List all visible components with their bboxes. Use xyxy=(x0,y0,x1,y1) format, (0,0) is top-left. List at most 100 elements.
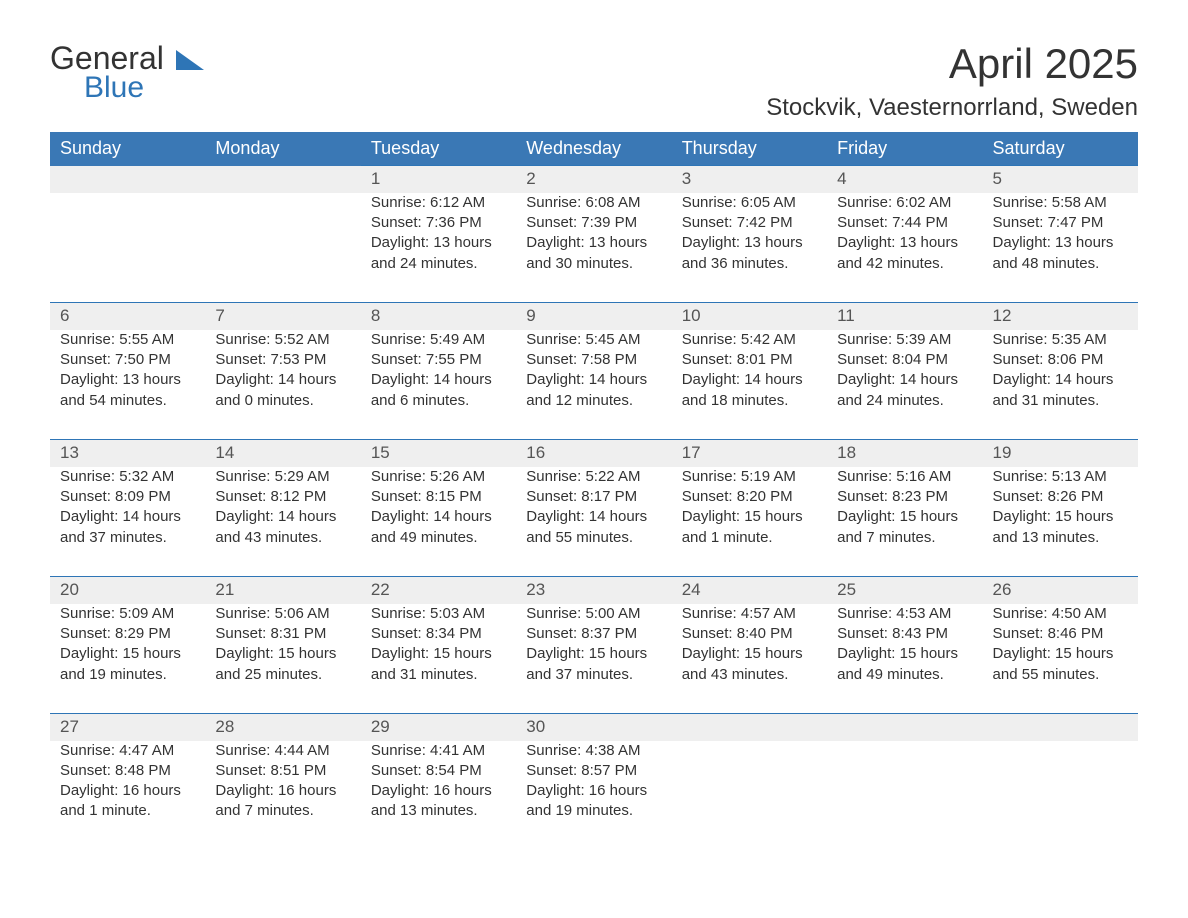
sunset-text: Sunset: 8:31 PM xyxy=(215,624,350,644)
day-cell: Sunrise: 4:50 AMSunset: 8:46 PMDaylight:… xyxy=(983,604,1138,714)
sunset-text: Sunset: 8:48 PM xyxy=(60,761,195,781)
daylight-text-b: and 1 minute. xyxy=(60,801,195,821)
daylight-text-b: and 13 minutes. xyxy=(993,528,1128,548)
sunset-text: Sunset: 7:36 PM xyxy=(371,213,506,233)
daylight-text-a: Daylight: 15 hours xyxy=(60,644,195,664)
day-number xyxy=(827,713,982,740)
sunset-text: Sunset: 8:54 PM xyxy=(371,761,506,781)
sunrise-text: Sunrise: 4:47 AM xyxy=(60,741,195,761)
daylight-text-b: and 7 minutes. xyxy=(215,801,350,821)
day-number-row: 27282930 xyxy=(50,713,1138,740)
sunrise-text: Sunrise: 5:52 AM xyxy=(215,330,350,350)
sunset-text: Sunset: 7:55 PM xyxy=(371,350,506,370)
sunrise-text: Sunrise: 5:22 AM xyxy=(526,467,661,487)
day-cell: Sunrise: 5:55 AMSunset: 7:50 PMDaylight:… xyxy=(50,330,205,440)
day-number: 5 xyxy=(983,166,1138,193)
weekday-header: Thursday xyxy=(672,132,827,166)
sunset-text: Sunset: 8:12 PM xyxy=(215,487,350,507)
location-subtitle: Stockvik, Vaesternorrland, Sweden xyxy=(766,94,1138,122)
day-number: 23 xyxy=(516,576,671,603)
sunrise-text: Sunrise: 4:50 AM xyxy=(993,604,1128,624)
day-number: 21 xyxy=(205,576,360,603)
sunrise-text: Sunrise: 5:09 AM xyxy=(60,604,195,624)
daylight-text-a: Daylight: 14 hours xyxy=(837,370,972,390)
day-number: 26 xyxy=(983,576,1138,603)
daylight-text-a: Daylight: 15 hours xyxy=(682,507,817,527)
sunset-text: Sunset: 7:39 PM xyxy=(526,213,661,233)
sunset-text: Sunset: 8:15 PM xyxy=(371,487,506,507)
sunset-text: Sunset: 7:42 PM xyxy=(682,213,817,233)
day-cell: Sunrise: 5:32 AMSunset: 8:09 PMDaylight:… xyxy=(50,467,205,577)
day-cell: Sunrise: 5:22 AMSunset: 8:17 PMDaylight:… xyxy=(516,467,671,577)
sunrise-text: Sunrise: 5:39 AM xyxy=(837,330,972,350)
day-cell: Sunrise: 5:35 AMSunset: 8:06 PMDaylight:… xyxy=(983,330,1138,440)
day-number: 25 xyxy=(827,576,982,603)
daylight-text-a: Daylight: 14 hours xyxy=(215,370,350,390)
sunrise-text: Sunrise: 5:55 AM xyxy=(60,330,195,350)
sunrise-text: Sunrise: 6:05 AM xyxy=(682,193,817,213)
day-cell: Sunrise: 5:26 AMSunset: 8:15 PMDaylight:… xyxy=(361,467,516,577)
sunrise-text: Sunrise: 5:03 AM xyxy=(371,604,506,624)
daylight-text-b: and 37 minutes. xyxy=(60,528,195,548)
logo-text-blue: Blue xyxy=(84,71,204,105)
month-title: April 2025 xyxy=(766,40,1138,88)
day-number-row: 6789101112 xyxy=(50,302,1138,329)
sunset-text: Sunset: 8:23 PM xyxy=(837,487,972,507)
day-number: 2 xyxy=(516,166,671,193)
day-number: 12 xyxy=(983,302,1138,329)
day-cell xyxy=(672,741,827,850)
daylight-text-a: Daylight: 13 hours xyxy=(371,233,506,253)
daylight-text-a: Daylight: 13 hours xyxy=(993,233,1128,253)
day-number: 29 xyxy=(361,713,516,740)
day-cell: Sunrise: 4:57 AMSunset: 8:40 PMDaylight:… xyxy=(672,604,827,714)
day-number xyxy=(983,713,1138,740)
daylight-text-a: Daylight: 16 hours xyxy=(60,781,195,801)
sunset-text: Sunset: 8:09 PM xyxy=(60,487,195,507)
daylight-text-b: and 12 minutes. xyxy=(526,391,661,411)
daylight-text-a: Daylight: 15 hours xyxy=(371,644,506,664)
daylight-text-a: Daylight: 15 hours xyxy=(837,644,972,664)
sunset-text: Sunset: 8:43 PM xyxy=(837,624,972,644)
day-cell: Sunrise: 5:19 AMSunset: 8:20 PMDaylight:… xyxy=(672,467,827,577)
day-cell: Sunrise: 5:58 AMSunset: 7:47 PMDaylight:… xyxy=(983,193,1138,303)
day-content-row: Sunrise: 5:32 AMSunset: 8:09 PMDaylight:… xyxy=(50,467,1138,577)
day-number: 18 xyxy=(827,439,982,466)
daylight-text-b: and 54 minutes. xyxy=(60,391,195,411)
day-cell: Sunrise: 4:44 AMSunset: 8:51 PMDaylight:… xyxy=(205,741,360,850)
day-content-row: Sunrise: 5:55 AMSunset: 7:50 PM Daylight:… xyxy=(50,330,1138,440)
daylight-text-b: and 18 minutes. xyxy=(682,391,817,411)
daylight-text-a: Daylight: 15 hours xyxy=(215,644,350,664)
day-number: 9 xyxy=(516,302,671,329)
sunrise-text: Sunrise: 6:12 AM xyxy=(371,193,506,213)
sunrise-text: Sunrise: 5:06 AM xyxy=(215,604,350,624)
logo: General Blue xyxy=(50,40,204,105)
sunset-text: Sunset: 8:51 PM xyxy=(215,761,350,781)
sunrise-text: Sunrise: 5:45 AM xyxy=(526,330,661,350)
day-number: 15 xyxy=(361,439,516,466)
day-cell xyxy=(983,741,1138,850)
daylight-text-b: and 25 minutes. xyxy=(215,665,350,685)
daylight-text-a: Daylight: 14 hours xyxy=(526,370,661,390)
day-number: 11 xyxy=(827,302,982,329)
day-cell: Sunrise: 5:16 AMSunset: 8:23 PMDaylight:… xyxy=(827,467,982,577)
daylight-text-b: and 55 minutes. xyxy=(993,665,1128,685)
day-cell: Sunrise: 5:42 AMSunset: 8:01 PMDaylight:… xyxy=(672,330,827,440)
day-cell xyxy=(205,193,360,303)
sunset-text: Sunset: 8:20 PM xyxy=(682,487,817,507)
sunrise-text: Sunrise: 5:00 AM xyxy=(526,604,661,624)
sunset-text: Sunset: 7:47 PM xyxy=(993,213,1128,233)
day-cell: Sunrise: 5:09 AMSunset: 8:29 PMDaylight:… xyxy=(50,604,205,714)
day-cell: Sunrise: 5:03 AMSunset: 8:34 PMDaylight:… xyxy=(361,604,516,714)
day-number-row: 13141516171819 xyxy=(50,439,1138,466)
sunset-text: Sunset: 7:50 PM xyxy=(60,350,195,370)
sunrise-text: Sunrise: 5:26 AM xyxy=(371,467,506,487)
daylight-text-a: Daylight: 16 hours xyxy=(526,781,661,801)
day-number: 8 xyxy=(361,302,516,329)
day-content-row: Sunrise: 5:09 AMSunset: 8:29 PMDaylight:… xyxy=(50,604,1138,714)
day-cell: Sunrise: 5:06 AMSunset: 8:31 PMDaylight:… xyxy=(205,604,360,714)
daylight-text-a: Daylight: 15 hours xyxy=(682,644,817,664)
day-cell: Sunrise: 5:00 AMSunset: 8:37 PMDaylight:… xyxy=(516,604,671,714)
daylight-text-a: Daylight: 15 hours xyxy=(526,644,661,664)
daylight-text-a: Daylight: 14 hours xyxy=(526,507,661,527)
day-number: 24 xyxy=(672,576,827,603)
